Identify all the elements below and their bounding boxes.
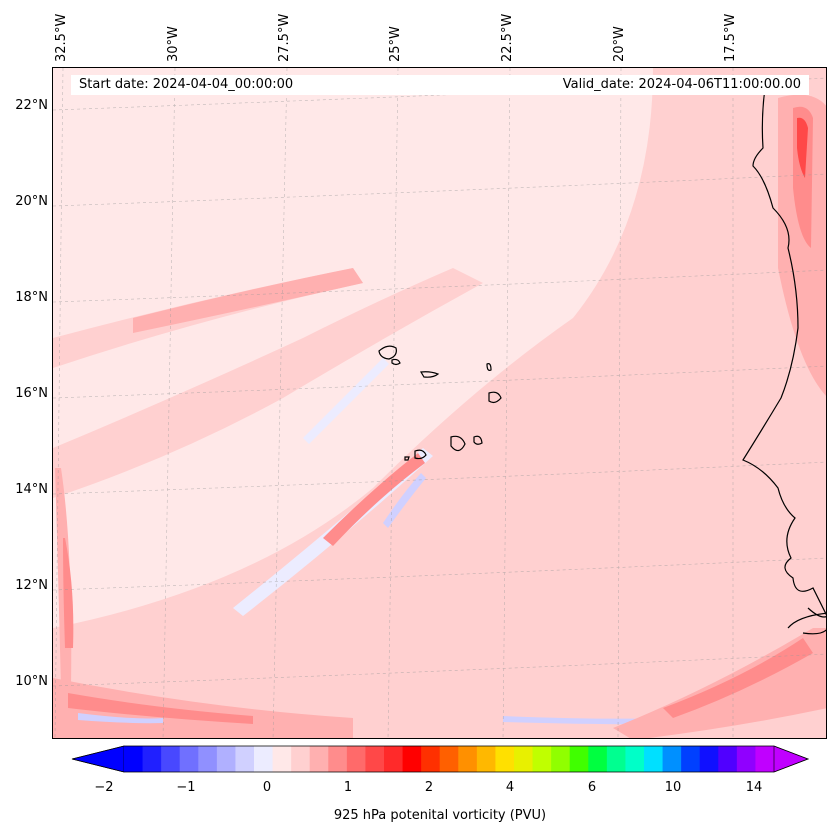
colorbar-segment <box>625 746 645 772</box>
colorbar-segment <box>346 746 366 772</box>
field-nw-blue <box>303 358 389 444</box>
colorbar-tick: −1 <box>176 780 196 795</box>
colorbar-segment <box>254 746 274 772</box>
colorbar-arrow-high <box>773 745 809 773</box>
colorbar-arrow-low <box>71 745 125 773</box>
colorbar-segment <box>495 746 515 772</box>
colorbar-segment <box>606 746 626 772</box>
colorbar <box>71 745 810 773</box>
colorbar-tick: 6 <box>587 780 597 795</box>
field-west-core <box>63 538 74 648</box>
valid-date-label: Valid_date: 2024-04-06T11:00:00.00 <box>562 77 801 92</box>
lat-label: 12°N <box>15 578 48 593</box>
lat-label: 22°N <box>15 98 48 113</box>
colorbar-segment <box>235 746 255 772</box>
colorbar-outline <box>71 745 810 773</box>
colorbar-segment <box>328 746 348 772</box>
colorbar-segment <box>476 746 496 772</box>
colorbar-segment <box>421 746 441 772</box>
colorbar-segment <box>699 746 719 772</box>
lon-label: 17.5°W <box>723 13 738 62</box>
colorbar-tick: 14 <box>745 780 763 795</box>
colorbar-tick: 10 <box>664 780 682 795</box>
field-diagonal-red <box>323 453 425 546</box>
map-panel <box>52 67 827 739</box>
colorbar-segment <box>309 746 329 772</box>
field-south-band <box>53 678 353 738</box>
field-diagonal-core <box>383 473 426 528</box>
colorbar-segment <box>402 746 422 772</box>
colorbar-tick: −2 <box>94 780 114 795</box>
lon-label: 20°W <box>612 26 627 62</box>
lon-label: 30°W <box>166 26 181 62</box>
pv-field <box>53 68 826 738</box>
colorbar-tick: 2 <box>424 780 434 795</box>
colorbar-segment <box>384 746 404 772</box>
colorbar-segment <box>662 746 682 772</box>
coastline <box>742 87 826 635</box>
colorbar-segment <box>124 746 144 772</box>
colorbar-segment <box>161 746 181 772</box>
colorbar-segment <box>532 746 552 772</box>
colorbar-segment <box>439 746 459 772</box>
colorbar-segment <box>142 746 162 772</box>
colorbar-segment <box>291 746 311 772</box>
lat-label: 14°N <box>15 482 48 497</box>
field-streak-18n <box>133 268 363 333</box>
colorbar-segment <box>458 746 478 772</box>
cape-verde-islands <box>378 345 502 461</box>
graticule <box>53 68 826 738</box>
colorbar-label: 925 hPa potenital vorticity (PVU) <box>333 808 547 823</box>
lon-label: 25°W <box>388 26 403 62</box>
colorbar-segment <box>569 746 589 772</box>
colorbar-segment <box>179 746 199 772</box>
field-coast-band <box>778 94 826 396</box>
lat-label: 10°N <box>15 674 48 689</box>
field-se-core <box>663 638 813 718</box>
field-coast-peak <box>797 117 808 178</box>
lon-label: 22.5°W <box>500 13 515 62</box>
field-region-central <box>53 68 826 738</box>
colorbar-segment <box>514 746 534 772</box>
colorbar-segment <box>198 746 218 772</box>
lon-label: 27.5°W <box>277 13 292 62</box>
field-south-core <box>68 693 253 724</box>
field-band-diagonal <box>53 268 483 498</box>
colorbar-segment <box>718 746 738 772</box>
lon-label: 32.5°W <box>54 13 69 62</box>
colorbar-segment <box>644 746 664 772</box>
colorbar-tick: 0 <box>262 780 272 795</box>
lat-label: 18°N <box>15 290 48 305</box>
start-date-label: Start date: 2024-04-04_00:00:00 <box>79 77 294 92</box>
colorbar-segment <box>588 746 608 772</box>
colorbar-segment <box>755 746 775 772</box>
colorbar-tick: 4 <box>505 780 515 795</box>
colorbar-segment <box>551 746 571 772</box>
colorbar-segment <box>272 746 292 772</box>
lat-label: 20°N <box>15 194 48 209</box>
info-bar: Start date: 2024-04-04_00:00:00 Valid_da… <box>71 75 809 95</box>
colorbar-segment <box>681 746 701 772</box>
colorbar-segment <box>736 746 756 772</box>
colorbar-segment <box>365 746 385 772</box>
colorbar-tick: 1 <box>343 780 353 795</box>
colorbar-segment <box>216 746 236 772</box>
lat-label: 16°N <box>15 386 48 401</box>
field-south-blue <box>78 713 163 724</box>
